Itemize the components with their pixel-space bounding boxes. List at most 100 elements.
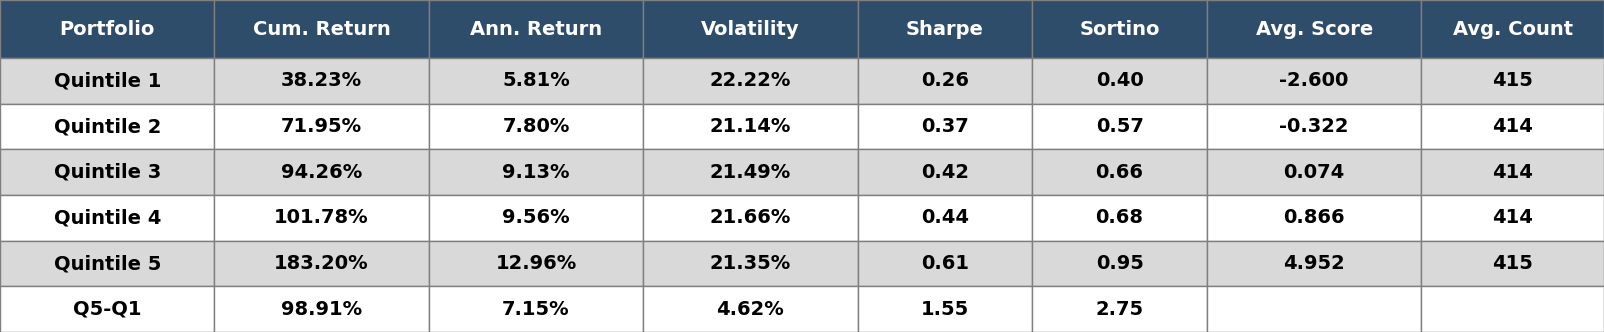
Bar	[1206, 149, 1421, 195]
Text: 22.22%: 22.22%	[709, 71, 791, 90]
Text: 38.23%: 38.23%	[281, 71, 363, 90]
Bar	[1033, 0, 1206, 58]
Text: 0.57: 0.57	[1096, 117, 1144, 136]
Bar	[1421, 286, 1604, 332]
Text: 5.81%: 5.81%	[502, 71, 569, 90]
Text: 94.26%: 94.26%	[281, 163, 363, 182]
Bar	[858, 195, 1033, 241]
Bar	[858, 58, 1033, 104]
Bar	[0, 58, 215, 104]
Text: 0.68: 0.68	[1096, 208, 1144, 227]
Text: 21.14%: 21.14%	[709, 117, 791, 136]
Text: Sharpe: Sharpe	[906, 20, 983, 39]
Text: 414: 414	[1492, 117, 1533, 136]
Text: Ann. Return: Ann. Return	[470, 20, 602, 39]
Text: 0.37: 0.37	[921, 117, 969, 136]
Text: -2.600: -2.600	[1280, 71, 1349, 90]
Bar	[0, 104, 215, 149]
Text: 0.26: 0.26	[921, 71, 969, 90]
Text: Cum. Return: Cum. Return	[253, 20, 390, 39]
Text: 12.96%: 12.96%	[496, 254, 576, 273]
Text: 0.66: 0.66	[1096, 163, 1144, 182]
Bar	[643, 195, 858, 241]
Bar	[1206, 0, 1421, 58]
Bar	[1033, 104, 1206, 149]
Bar	[1421, 104, 1604, 149]
Bar	[643, 58, 858, 104]
Text: Quintile 2: Quintile 2	[53, 117, 160, 136]
Bar	[215, 104, 428, 149]
Text: 71.95%: 71.95%	[281, 117, 363, 136]
Bar	[1206, 195, 1421, 241]
Text: 21.66%: 21.66%	[709, 208, 791, 227]
Bar	[0, 0, 215, 58]
Text: Quintile 5: Quintile 5	[53, 254, 160, 273]
Bar	[1206, 104, 1421, 149]
Bar	[215, 58, 428, 104]
Bar	[428, 104, 643, 149]
Text: 7.15%: 7.15%	[502, 300, 569, 319]
Bar	[215, 0, 428, 58]
Text: 183.20%: 183.20%	[274, 254, 369, 273]
Text: 0.40: 0.40	[1096, 71, 1144, 90]
Text: Portfolio: Portfolio	[59, 20, 156, 39]
Bar	[858, 241, 1033, 286]
Bar	[1033, 195, 1206, 241]
Bar	[428, 58, 643, 104]
Bar	[643, 149, 858, 195]
Bar	[858, 286, 1033, 332]
Text: Avg. Score: Avg. Score	[1256, 20, 1373, 39]
Bar	[643, 104, 858, 149]
Bar	[0, 241, 215, 286]
Text: 4.952: 4.952	[1283, 254, 1346, 273]
Bar	[643, 241, 858, 286]
Bar	[428, 0, 643, 58]
Bar	[428, 195, 643, 241]
Bar	[1421, 0, 1604, 58]
Bar	[858, 104, 1033, 149]
Bar	[1206, 286, 1421, 332]
Text: 0.866: 0.866	[1283, 208, 1346, 227]
Bar	[858, 149, 1033, 195]
Bar	[1206, 241, 1421, 286]
Bar	[428, 286, 643, 332]
Bar	[643, 286, 858, 332]
Text: 21.35%: 21.35%	[709, 254, 791, 273]
Text: 101.78%: 101.78%	[274, 208, 369, 227]
Bar	[0, 195, 215, 241]
Bar	[1421, 58, 1604, 104]
Bar	[858, 0, 1033, 58]
Text: Q5-Q1: Q5-Q1	[72, 300, 141, 319]
Text: 0.44: 0.44	[921, 208, 969, 227]
Bar	[0, 286, 215, 332]
Text: 0.074: 0.074	[1283, 163, 1344, 182]
Text: 414: 414	[1492, 163, 1533, 182]
Text: Quintile 3: Quintile 3	[53, 163, 160, 182]
Bar	[428, 241, 643, 286]
Text: Avg. Count: Avg. Count	[1453, 20, 1574, 39]
Text: 415: 415	[1492, 254, 1533, 273]
Bar	[215, 286, 428, 332]
Text: 9.56%: 9.56%	[502, 208, 569, 227]
Text: 4.62%: 4.62%	[717, 300, 784, 319]
Text: 415: 415	[1492, 71, 1533, 90]
Text: Quintile 1: Quintile 1	[53, 71, 160, 90]
Bar	[1421, 195, 1604, 241]
Bar	[428, 149, 643, 195]
Text: 9.13%: 9.13%	[502, 163, 569, 182]
Text: 2.75: 2.75	[1096, 300, 1144, 319]
Text: 0.42: 0.42	[921, 163, 969, 182]
Text: 98.91%: 98.91%	[281, 300, 363, 319]
Bar	[1033, 241, 1206, 286]
Bar	[1033, 286, 1206, 332]
Bar	[215, 195, 428, 241]
Bar	[1421, 241, 1604, 286]
Text: 21.49%: 21.49%	[709, 163, 791, 182]
Text: Volatility: Volatility	[701, 20, 800, 39]
Text: Sortino: Sortino	[1079, 20, 1160, 39]
Bar	[1206, 58, 1421, 104]
Bar	[215, 149, 428, 195]
Text: 414: 414	[1492, 208, 1533, 227]
Text: -0.322: -0.322	[1280, 117, 1349, 136]
Bar	[1033, 58, 1206, 104]
